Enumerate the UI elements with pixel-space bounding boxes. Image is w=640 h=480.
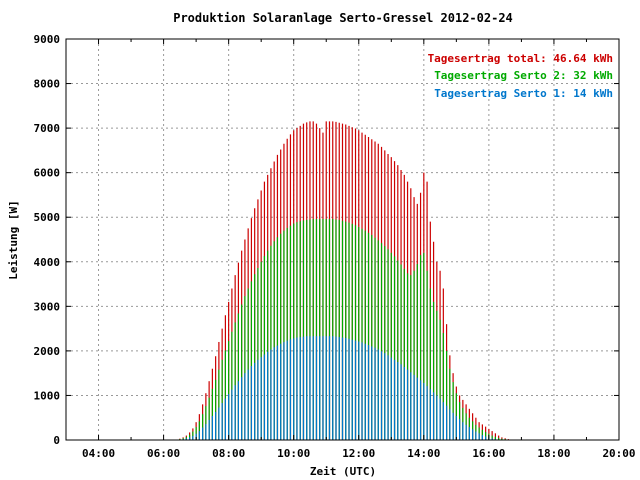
x-tick-label: 20:00: [602, 447, 635, 460]
x-tick-label: 14:00: [407, 447, 440, 460]
legend-item-serto-1: Tagesertrag Serto 1: 14 kWh: [434, 87, 613, 100]
x-tick-label: 10:00: [277, 447, 310, 460]
y-tick-label: 7000: [34, 122, 61, 135]
y-tick-label: 6000: [34, 167, 61, 180]
y-axis-label: Leistung [W]: [7, 200, 20, 279]
legend-item-serto-2: Tagesertrag Serto 2: 32 kWh: [434, 69, 613, 82]
y-tick-label: 1000: [34, 389, 61, 402]
x-tick-label: 08:00: [212, 447, 245, 460]
x-tick-label: 16:00: [472, 447, 505, 460]
ticks: 0 1000 2000 3000 4000 5000 6000 7000 8000 9000 04:…: [34, 33, 636, 460]
y-tick-label: 3000: [34, 300, 61, 313]
x-axis-label: Zeit (UTC): [310, 465, 376, 478]
y-tick-label: 9000: [34, 33, 61, 46]
y-tick-label: 5000: [34, 211, 61, 224]
legend-item-total: Tagesertrag total: 46.64 kWh: [428, 52, 613, 65]
legend: Tagesertrag total: 46.64 kWh Tagesertrag…: [428, 52, 613, 100]
chart-title: Produktion Solaranlage Serto-Gressel 201…: [173, 11, 513, 25]
y-tick-label: 0: [53, 434, 60, 447]
x-tick-label: 18:00: [537, 447, 570, 460]
y-tick-label: 2000: [34, 345, 61, 358]
bars: [179, 121, 516, 440]
x-tick-label: 06:00: [147, 447, 180, 460]
x-tick-label: 04:00: [82, 447, 115, 460]
plot-frame: [65, 38, 620, 441]
y-tick-label: 8000: [34, 78, 61, 91]
y-tick-label: 4000: [34, 256, 61, 269]
x-tick-label: 12:00: [342, 447, 375, 460]
